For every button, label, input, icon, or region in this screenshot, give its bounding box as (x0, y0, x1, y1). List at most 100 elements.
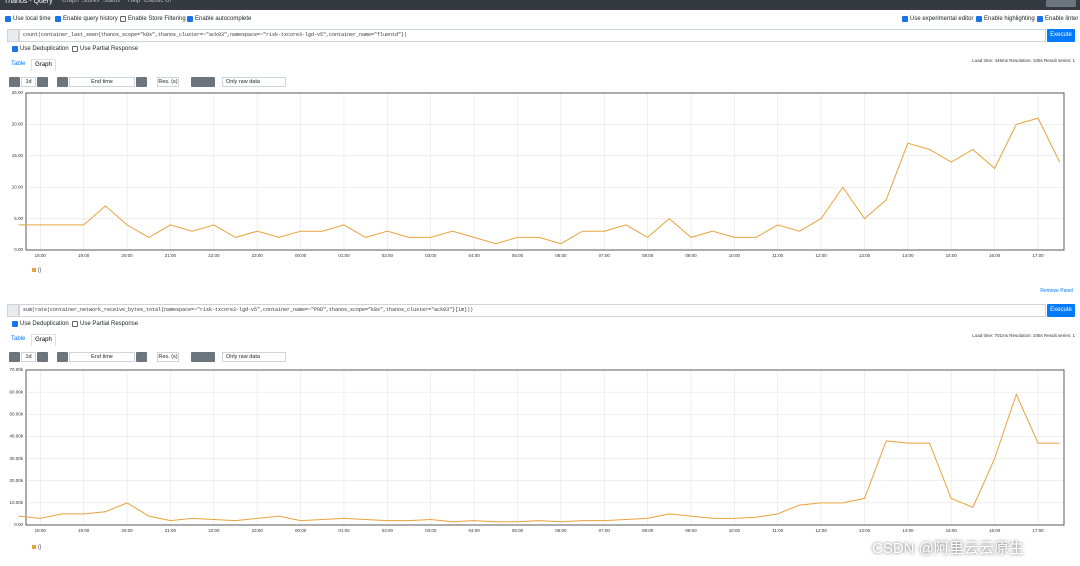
checkbox[interactable] (72, 46, 78, 52)
option-label: Enable Store Filtering (128, 16, 186, 22)
x-tick-label: 00:00 (295, 253, 307, 258)
x-tick-label: 13:00 (859, 253, 871, 258)
nav-icons[interactable] (1046, 0, 1076, 7)
checkbox[interactable] (120, 16, 126, 22)
x-tick-label: 07:00 (599, 253, 611, 258)
x-tick-label: 19:00 (78, 253, 90, 258)
x-tick-label: 22:00 (208, 253, 220, 258)
x-tick-label: 16:00 (989, 528, 1001, 533)
query-input[interactable]: sum(rate(container_network_receive_bytes… (19, 304, 1046, 317)
query-stats: Load time: 701ms Resolution: 345s Result… (972, 333, 1075, 338)
end-time-input[interactable]: End time (69, 77, 135, 87)
resolution-input[interactable]: Res. (s) (157, 352, 179, 362)
range-plus[interactable] (37, 77, 48, 87)
legend-swatch (32, 268, 36, 272)
checkbox[interactable] (55, 16, 61, 22)
time-forward[interactable] (136, 77, 147, 87)
tab-active[interactable]: Graph (31, 59, 56, 71)
x-tick-label: 17:00 (1032, 253, 1044, 258)
x-tick-label: 18:00 (35, 528, 47, 533)
option-label: Enable linter (1045, 16, 1079, 22)
x-tick-label: 15:00 (946, 528, 958, 533)
x-tick-label: 06:00 (555, 528, 567, 533)
checkbox[interactable] (187, 16, 193, 22)
x-tick-label: 23:00 (252, 528, 264, 533)
y-tick-label: 60.00k (9, 389, 23, 394)
query-icon (7, 29, 19, 42)
x-tick-label: 03:00 (425, 528, 437, 533)
y-tick-label: 50.00k (9, 411, 23, 416)
option-label: Enable highlighting (984, 16, 1035, 22)
x-tick-label: 01:00 (338, 253, 350, 258)
query-icon (7, 304, 19, 317)
range-plus[interactable] (37, 352, 48, 362)
time-forward[interactable] (136, 352, 147, 362)
nav-link[interactable]: Status (103, 0, 121, 4)
range-input[interactable]: 1d (21, 77, 36, 87)
option-label: Use Partial Response (80, 321, 139, 327)
x-tick-label: 01:00 (338, 528, 350, 533)
x-tick-label: 08:00 (642, 528, 654, 533)
execute-button[interactable]: Execute (1047, 304, 1075, 317)
y-tick-label: 0.00 (14, 522, 23, 527)
remove-panel[interactable]: Remove Panel (1040, 288, 1073, 294)
legend-label: {} (38, 544, 42, 550)
tab[interactable]: Table (11, 61, 26, 67)
checkbox[interactable] (12, 46, 18, 52)
option-label: Use Deduplication (20, 46, 69, 52)
series-line (18, 117, 1061, 245)
nav-link[interactable]: Graph (62, 0, 79, 4)
legend-label: {} (38, 267, 42, 273)
range-minus[interactable] (9, 352, 20, 362)
option-label: Use local time (13, 16, 51, 22)
time-back[interactable] (57, 352, 68, 362)
checkbox[interactable] (1037, 16, 1043, 22)
resolution-input[interactable]: Res. (s) (157, 77, 179, 87)
query-stats: Load time: 446ms Resolution: 345s Result… (972, 58, 1075, 63)
query-input[interactable]: count(container_last_seen{thanos_scope="… (19, 29, 1046, 42)
x-tick-label: 15:00 (946, 253, 958, 258)
y-tick-label: 20.00k (9, 478, 23, 483)
y-tick-label: 25.00 (12, 90, 24, 95)
x-tick-label: 05:00 (512, 528, 524, 533)
x-tick-label: 13:00 (859, 528, 871, 533)
nav-link[interactable]: Classic UI (144, 0, 172, 4)
y-tick-label: 5.00 (14, 216, 23, 221)
nav-brand[interactable]: Thanos - Query (4, 0, 53, 5)
y-tick-label: 10.00k (9, 500, 23, 505)
time-back[interactable] (57, 77, 68, 87)
checkbox[interactable] (902, 16, 908, 22)
x-tick-label: 07:00 (599, 528, 611, 533)
checkbox[interactable] (976, 16, 982, 22)
x-tick-label: 22:00 (208, 528, 220, 533)
raw-data-select[interactable]: Only raw data (222, 77, 286, 87)
nav-link[interactable]: Help (128, 0, 141, 4)
stack-toggle[interactable] (191, 77, 215, 87)
x-tick-label: 18:00 (35, 253, 47, 258)
option-label: Enable query history (63, 16, 118, 22)
x-tick-label: 10:00 (729, 253, 741, 258)
x-tick-label: 02:00 (382, 253, 394, 258)
plot-frame (25, 92, 1065, 251)
range-input[interactable]: 1d (21, 352, 36, 362)
tab[interactable]: Table (11, 336, 26, 342)
raw-data-select[interactable]: Only raw data (222, 352, 286, 362)
execute-button[interactable]: Execute (1047, 29, 1075, 42)
nav-link[interactable]: Stores (82, 0, 100, 4)
checkbox[interactable] (5, 16, 11, 22)
tab-active[interactable]: Graph (31, 334, 56, 346)
series-line (18, 393, 1060, 523)
y-tick-label: 15.00 (12, 153, 24, 158)
end-time-input[interactable]: End time (69, 352, 135, 362)
x-tick-label: 09:00 (685, 528, 697, 533)
stack-toggle[interactable] (191, 352, 215, 362)
range-minus[interactable] (9, 77, 20, 87)
checkbox[interactable] (12, 321, 18, 327)
x-tick-label: 17:00 (1032, 528, 1044, 533)
checkbox[interactable] (72, 321, 78, 327)
plot-frame (25, 369, 1065, 526)
option-label: Use Partial Response (80, 46, 139, 52)
x-tick-label: 04:00 (468, 253, 480, 258)
